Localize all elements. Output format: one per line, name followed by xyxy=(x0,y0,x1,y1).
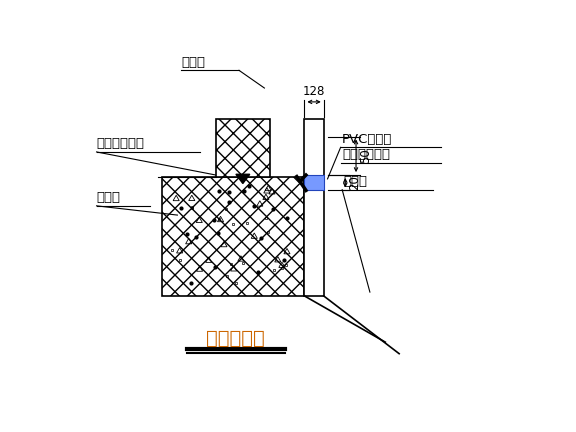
Bar xyxy=(162,177,305,296)
Text: 20: 20 xyxy=(348,175,361,190)
Text: 抹灰层: 抹灰层 xyxy=(344,175,367,188)
Bar xyxy=(216,119,270,177)
Text: 砼梁板: 砼梁板 xyxy=(97,191,120,204)
Bar xyxy=(305,119,324,296)
Text: 128: 128 xyxy=(303,85,325,98)
Text: 分格缝做法: 分格缝做法 xyxy=(206,329,264,348)
Text: 外砖墙: 外砖墙 xyxy=(181,56,205,69)
Bar xyxy=(162,177,305,296)
Bar xyxy=(305,175,324,191)
Text: PVC分格条: PVC分格条 xyxy=(342,133,393,146)
Bar xyxy=(216,119,270,177)
Text: 抹灰前预埋设: 抹灰前预埋设 xyxy=(342,148,390,161)
Bar xyxy=(162,177,305,296)
Text: 结构楼面标高: 结构楼面标高 xyxy=(97,137,145,150)
Text: 50: 50 xyxy=(359,149,372,163)
Polygon shape xyxy=(236,174,250,184)
